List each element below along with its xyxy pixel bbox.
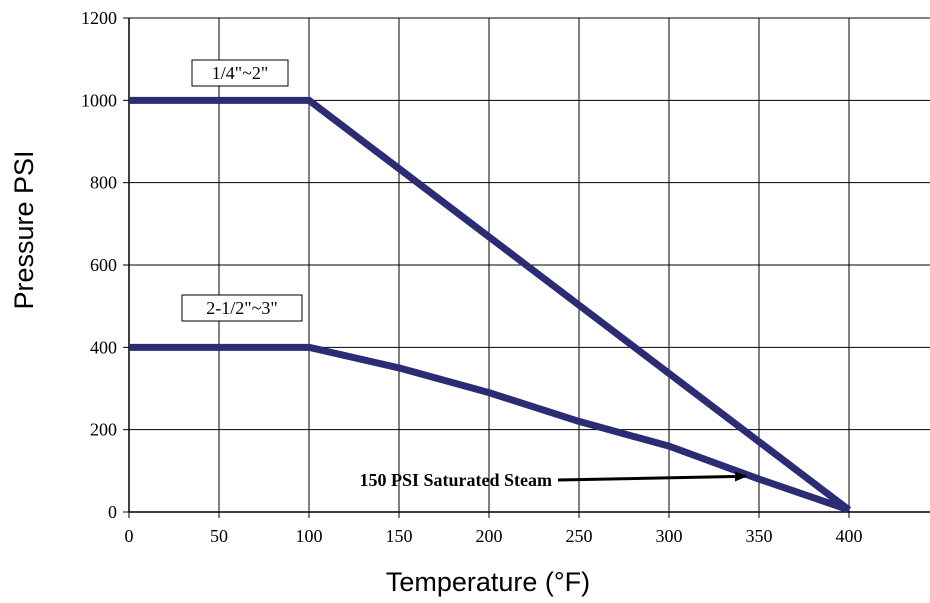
series-line-1	[129, 96, 852, 513]
annotation-arrow	[557, 471, 747, 482]
y-tick-label: 200	[90, 420, 117, 440]
y-tick-label: 400	[90, 337, 117, 357]
y-tick-label: 600	[90, 255, 117, 275]
x-tick-label: 300	[656, 526, 683, 546]
x-tick-label: 100	[296, 526, 323, 546]
series-label-box	[191, 59, 289, 87]
x-tick-label: 150	[386, 526, 413, 546]
x-tick-label: 400	[836, 526, 863, 546]
x-tick-label: 350	[746, 526, 773, 546]
series-label-box	[181, 294, 303, 322]
y-tick-label: 1000	[81, 90, 117, 110]
annotation-steam: 150 PSI Saturated Steam	[360, 470, 553, 490]
x-tick-label: 250	[566, 526, 593, 546]
series-label-1: 1/4"~2"	[212, 63, 268, 83]
y-tick-label: 800	[90, 173, 117, 193]
y-tick-label: 0	[108, 502, 117, 522]
x-axis-title: Temperature (°F)	[386, 567, 590, 597]
x-tick-label: 0	[125, 526, 134, 546]
axes: 0 200 400 600 800 1000 1200 0 50 100 150 200 250 300 3…	[81, 8, 930, 546]
y-axis-title: Pressure PSI	[9, 150, 39, 309]
series-label-2: 2-1/2"~3"	[206, 298, 277, 318]
labels: 1/4"~2" 2-1/2"~3" 150 PSI Saturated Steam	[181, 59, 747, 490]
x-tick-label: 200	[476, 526, 503, 546]
x-tick-label: 50	[210, 526, 228, 546]
y-tick-label: 1200	[81, 8, 117, 28]
